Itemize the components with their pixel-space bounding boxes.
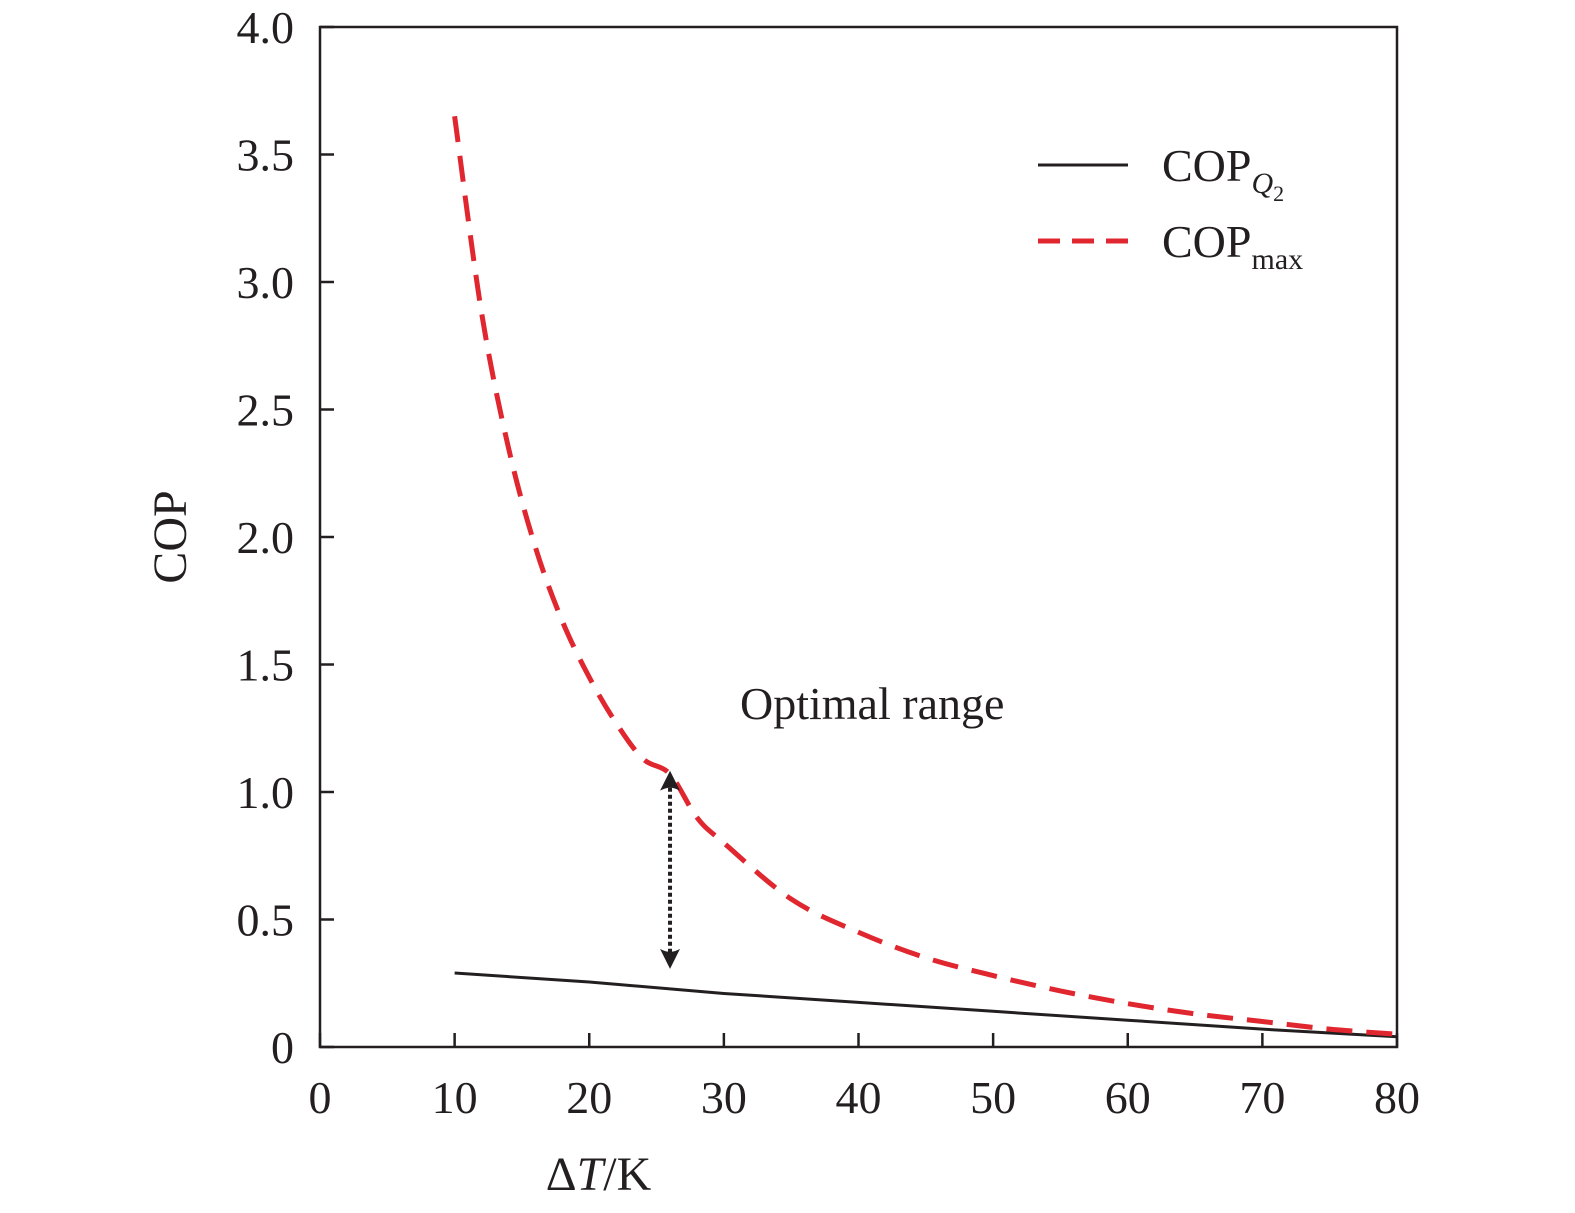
y-tick-label: 2.5: [237, 385, 295, 436]
y-tick-label: 3.5: [237, 130, 295, 181]
x-axis-title-symbol: T: [577, 1148, 607, 1201]
annotation-group: Optimal range: [660, 678, 1004, 969]
y-tick-label: 4.0: [237, 2, 295, 53]
x-tick-label: 70: [1239, 1072, 1285, 1123]
x-tick-label: 80: [1374, 1072, 1420, 1123]
legend-label-Q: COPQ2: [1162, 140, 1284, 206]
x-tick-label: 30: [701, 1072, 747, 1123]
optimal-range-label: Optimal range: [740, 678, 1004, 729]
x-tick-label: 20: [566, 1072, 612, 1123]
y-tick-label: 3.0: [237, 257, 295, 308]
y-tick-label: 1.5: [237, 640, 295, 691]
x-tick-label: 60: [1105, 1072, 1151, 1123]
axes-group: 0 10 20 30 40 50 60 70 80 0 0.5 1.0 1.5 2.0 2.5 3.0 3.5 4…: [144, 2, 1420, 1201]
legend-label-max: COPmax: [1162, 216, 1303, 276]
x-tick-label: 50: [970, 1072, 1016, 1123]
legend-label-subscript: Q: [1251, 167, 1273, 200]
legend-label-main: COP: [1162, 216, 1251, 267]
series-line-max: [452, 115, 1398, 1037]
legend-label-subsubscript: 2: [1273, 181, 1284, 206]
y-tick-label: 0.5: [237, 895, 295, 946]
y-tick-label: 2.0: [237, 512, 295, 563]
x-tick-label: 0: [309, 1072, 332, 1123]
x-axis-title-unit: /K: [603, 1148, 651, 1201]
y-tick-label: 0: [271, 1022, 294, 1073]
series-group: [452, 115, 1398, 1039]
legend-label-main: COP: [1162, 140, 1251, 191]
x-tick-label: 40: [836, 1072, 882, 1123]
x-tick-label: 10: [432, 1072, 478, 1123]
series-line-Q: [454, 971, 1398, 1039]
x-axis-title: ΔT/K: [546, 1148, 652, 1201]
y-tick-label: 1.0: [237, 767, 295, 818]
y-axis-title: COP: [144, 490, 197, 583]
legend-label-subscript: max: [1251, 243, 1303, 276]
x-axis-title-delta: Δ: [546, 1148, 577, 1201]
